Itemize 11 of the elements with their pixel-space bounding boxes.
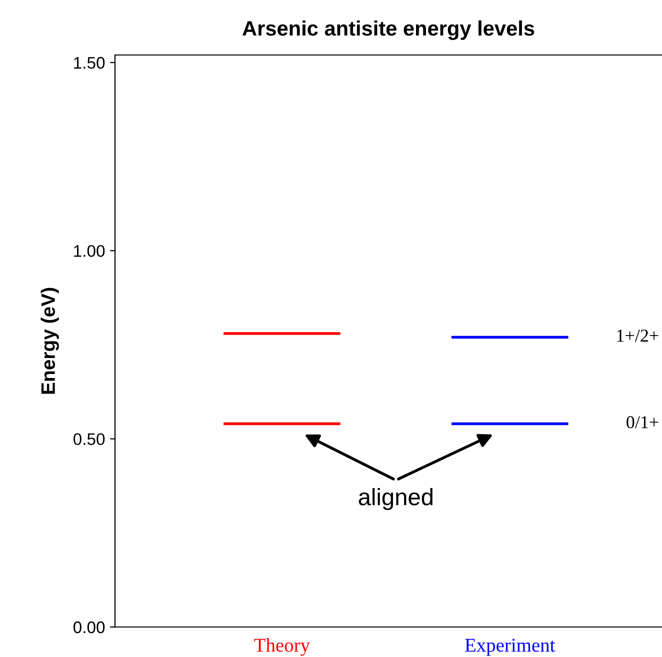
y-axis-title: Energy (eV) (40, 288, 59, 394)
annotation: aligned (358, 488, 432, 510)
y-tick-label: 0.00 (73, 621, 105, 634)
y-tick-label: 1.50 (74, 56, 105, 69)
y-tick-label: 1.00 (74, 245, 105, 257)
y-tick-label: 0.50 (73, 433, 105, 446)
x-tick-label: Experiment (465, 638, 556, 656)
x-tick-label: Theory (254, 638, 310, 656)
chart-title: Arsenic antisite energy levels (242, 20, 534, 40)
text: 0/1+ (626, 416, 658, 428)
text: 1+/2+ (617, 330, 658, 342)
